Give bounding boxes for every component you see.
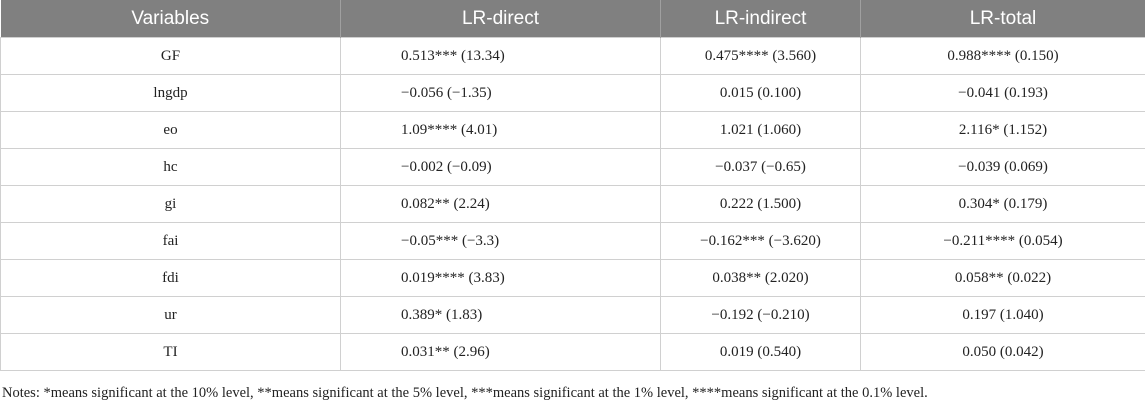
table-cell: 0.019 (0.540) [660, 333, 861, 371]
header-cell: LR-direct [340, 0, 661, 38]
table-cell: −0.002 (−0.09) [340, 148, 661, 186]
header-cell: LR-indirect [660, 0, 861, 38]
table-cell: −0.037 (−0.65) [660, 148, 861, 186]
table-cell: −0.039 (0.069) [860, 148, 1145, 186]
table-row: TI 0.031** (2.96) 0.019 (0.540) 0.050 (0.04… [0, 333, 1145, 371]
table-cell: fdi [0, 259, 341, 297]
table-row: fdi 0.019**** (3.83) 0.038** (2.020) 0.058*… [0, 259, 1145, 297]
table-cell: 0.197 (1.040) [860, 296, 1145, 334]
table-cell: 0.988**** (0.150) [860, 37, 1145, 75]
table-cell: lngdp [0, 74, 341, 112]
table-cell: −0.162*** (−3.620) [660, 222, 861, 260]
table-cell: 0.050 (0.042) [860, 333, 1145, 371]
table-cell: 0.475**** (3.560) [660, 37, 861, 75]
table-cell: 0.513*** (13.34) [340, 37, 661, 75]
table-cell: −0.041 (0.193) [860, 74, 1145, 112]
table-cell: 0.031** (2.96) [340, 333, 661, 371]
header-cell: LR-total [860, 0, 1145, 38]
table-cell: 0.304* (0.179) [860, 185, 1145, 223]
table-row: fai −0.05*** (−3.3) −0.162*** (−3.620) −0.2… [0, 222, 1145, 260]
notes: Notes: *means significant at the 10% lev… [2, 385, 928, 401]
header-cell: Variables [0, 0, 341, 38]
table-body: GF 0.513*** (13.34) 0.475**** (3.560) 0.988… [0, 37, 1145, 371]
table-cell: 0.015 (0.100) [660, 74, 861, 112]
table-cell: hc [0, 148, 341, 186]
table-cell: 2.116* (1.152) [860, 111, 1145, 149]
table-cell: 1.021 (1.060) [660, 111, 861, 149]
results-table: Variables LR-direct LR-indirect LR-total GF… [0, 0, 1145, 371]
table-row: ur 0.389* (1.83) −0.192 (−0.210) 0.197 (1.0… [0, 296, 1145, 334]
table-cell: 0.222 (1.500) [660, 185, 861, 223]
table-row: eo 1.09**** (4.01) 1.021 (1.060) 2.116* (1.… [0, 111, 1145, 149]
table-cell: TI [0, 333, 341, 371]
table-cell: −0.192 (−0.210) [660, 296, 861, 334]
table-cell: 1.09**** (4.01) [340, 111, 661, 149]
table-cell: 0.019**** (3.83) [340, 259, 661, 297]
table-row: lngdp −0.056 (−1.35) 0.015 (0.100) −0.041 (… [0, 74, 1145, 112]
table-cell: ur [0, 296, 341, 334]
table-cell: 0.058** (0.022) [860, 259, 1145, 297]
table-cell: 0.038** (2.020) [660, 259, 861, 297]
table-row: hc −0.002 (−0.09) −0.037 (−0.65) −0.039 (0.… [0, 148, 1145, 186]
table-cell: GF [0, 37, 341, 75]
table-cell: gi [0, 185, 341, 223]
table-cell: fai [0, 222, 341, 260]
table-row: GF 0.513*** (13.34) 0.475**** (3.560) 0.988… [0, 37, 1145, 75]
header-row: Variables LR-direct LR-indirect LR-total [0, 0, 1145, 38]
table-cell: 0.389* (1.83) [340, 296, 661, 334]
page: {"table": { "header": ["Variables", "LR-… [0, 0, 1145, 401]
table-cell: 0.082** (2.24) [340, 185, 661, 223]
table-cell: −0.05*** (−3.3) [340, 222, 661, 260]
table-cell: eo [0, 111, 341, 149]
table-cell: −0.056 (−1.35) [340, 74, 661, 112]
table-row: gi 0.082** (2.24) 0.222 (1.500) 0.304* (0.1… [0, 185, 1145, 223]
table-cell: −0.211**** (0.054) [860, 222, 1145, 260]
